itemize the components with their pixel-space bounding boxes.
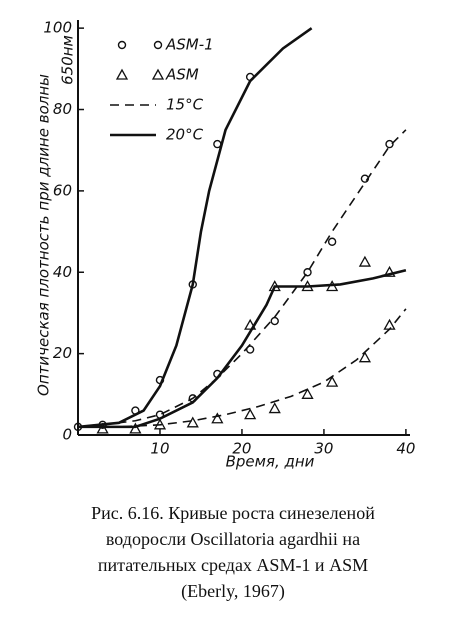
legend-label: 20°C: [166, 126, 204, 144]
data-point: [270, 316, 279, 326]
legend-marker: [151, 68, 165, 80]
data-point: [358, 255, 372, 267]
caption-line: Рис. 6.16. Кривые роста синезеленой: [91, 503, 375, 523]
data-point: [244, 318, 257, 330]
legend-marker: [117, 40, 127, 50]
caption: Рис. 6.16. Кривые роста синезеленой водо…: [0, 500, 466, 604]
legend-marker: [115, 68, 129, 80]
legend-label: ASM: [165, 66, 199, 84]
x-tick-label: 10: [150, 440, 169, 458]
caption-line: питательных средах ASM-1 и ASM: [97, 555, 369, 575]
curve: [102, 129, 407, 426]
y-tick-label: 40: [53, 263, 72, 281]
y-tick-label: 20: [53, 344, 72, 362]
legend-label: 15°C: [166, 96, 204, 114]
curve: [78, 308, 407, 428]
data-point: [301, 387, 314, 399]
data-point: [129, 422, 142, 434]
data-point: [383, 318, 396, 330]
data-point: [358, 351, 372, 363]
data-point: [385, 139, 394, 149]
curve: [78, 268, 407, 429]
curve: [77, 27, 313, 429]
legend-label: ASM-1: [165, 36, 214, 54]
x-tick-label: 20: [232, 440, 251, 458]
data-point: [186, 416, 199, 428]
data-point: [326, 375, 339, 387]
y-tick-label: 100: [43, 19, 72, 37]
data-point: [327, 237, 337, 246]
x-tick-label: 30: [314, 440, 333, 458]
data-point: [303, 268, 312, 277]
y-axis-label: Оптическая плотность при длине волны: [35, 74, 53, 396]
y-tick-label: 60: [53, 181, 72, 199]
data-point: [96, 422, 109, 434]
data-point: [383, 265, 396, 277]
data-point: [244, 408, 257, 420]
y-tick-label: 0: [62, 426, 72, 444]
caption-line: (Eberly, 1967): [181, 581, 285, 601]
data-point: [268, 402, 281, 414]
y-axis-unit: 650нм: [59, 35, 77, 85]
data-point: [211, 412, 224, 424]
legend-marker: [153, 40, 163, 50]
y-tick-label: 80: [53, 100, 72, 118]
x-tick-label: 40: [396, 440, 415, 458]
x-axis-label: Время, дни: [226, 453, 315, 471]
chart: Время, дни Оптическая плотность при длин…: [35, 19, 416, 471]
caption-line: водоросли Oscillatoria agardhii на: [105, 529, 361, 549]
